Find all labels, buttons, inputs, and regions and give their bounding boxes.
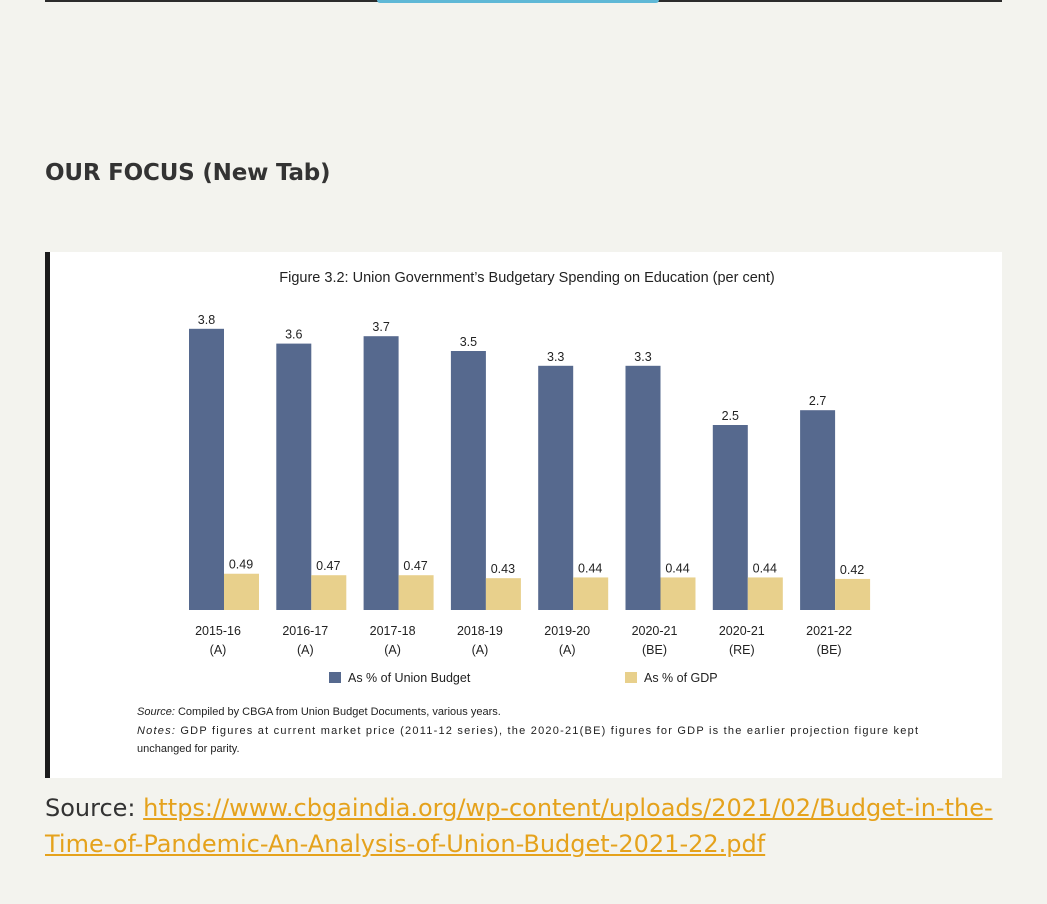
bar-gdp-5 — [660, 577, 696, 610]
source-note-label: Source: — [137, 706, 175, 718]
x-tick-label-5: 2020-21 — [632, 624, 678, 638]
notes-label: Notes: — [137, 725, 175, 737]
bars-group: 3.8 0.49 2015-16 (A) 3.6 0.47 2016-17 (A) 3.7 0.4… — [189, 313, 871, 657]
data-label-gdp-5: 0.44 — [665, 561, 689, 575]
data-label-gdp-1: 0.47 — [316, 559, 340, 573]
x-tick-label-2: 2017-18 — [370, 624, 416, 638]
figure-notes-line-2: unchanged for parity. — [137, 743, 240, 755]
bar-gdp-0 — [224, 573, 259, 610]
bar-gdp-3 — [485, 578, 521, 610]
data-label-budget-7: 2.7 — [809, 394, 826, 408]
bar-budget-2 — [363, 336, 399, 610]
x-tick-sublabel-2: (A) — [384, 643, 401, 657]
chart-legend: As % of Union Budget As % of GDP — [329, 671, 718, 685]
x-tick-sublabel-1: (A) — [297, 643, 314, 657]
data-label-budget-0: 3.8 — [198, 313, 215, 327]
x-tick-sublabel-3: (A) — [472, 643, 489, 657]
x-tick-label-1: 2016-17 — [282, 624, 328, 638]
section-heading: OUR FOCUS (New Tab) — [45, 160, 331, 186]
source-note-text: Compiled by CBGA from Union Budget Docum… — [175, 706, 501, 718]
divider-highlight — [377, 0, 659, 3]
top-divider — [45, 0, 1002, 3]
bar-budget-4 — [538, 365, 574, 610]
data-label-budget-4: 3.3 — [547, 350, 564, 364]
legend-label-1: As % of GDP — [644, 671, 718, 685]
x-tick-label-7: 2021-22 — [806, 624, 852, 638]
figure-left-border — [45, 252, 50, 778]
legend-swatch-1 — [625, 672, 637, 683]
bar-budget-1 — [276, 343, 312, 610]
education-spending-chart: Figure 3.2: Union Government’s Budgetary… — [137, 270, 918, 755]
x-tick-sublabel-5: (BE) — [642, 643, 667, 657]
data-label-budget-6: 2.5 — [722, 409, 739, 423]
figure-source-note: Source: Compiled by CBGA from Union Budg… — [137, 706, 501, 718]
source-citation: Source: https://www.cbgaindia.org/wp-con… — [45, 790, 1005, 862]
notes-line-1: GDP figures at current market price (201… — [176, 725, 918, 737]
bar-budget-0 — [189, 328, 224, 610]
bar-budget-3 — [450, 351, 486, 610]
data-label-budget-2: 3.7 — [372, 320, 389, 334]
data-label-gdp-6: 0.44 — [753, 561, 777, 575]
data-label-gdp-2: 0.47 — [403, 559, 427, 573]
data-label-gdp-0: 0.49 — [229, 558, 253, 572]
bar-gdp-6 — [747, 577, 783, 610]
bar-gdp-2 — [398, 575, 434, 610]
bar-budget-7 — [800, 410, 836, 610]
data-label-gdp-3: 0.43 — [491, 562, 515, 576]
chart-title: Figure 3.2: Union Government’s Budgetary… — [279, 270, 774, 286]
x-tick-label-3: 2018-19 — [457, 624, 503, 638]
bar-budget-6 — [712, 425, 748, 610]
x-tick-sublabel-6: (RE) — [729, 643, 755, 657]
bar-gdp-4 — [573, 577, 609, 610]
bar-gdp-1 — [311, 575, 347, 610]
x-tick-label-6: 2020-21 — [719, 624, 765, 638]
source-label: Source: — [45, 794, 144, 822]
data-label-budget-1: 3.6 — [285, 328, 302, 342]
source-link[interactable]: https://www.cbgaindia.org/wp-content/upl… — [45, 794, 993, 858]
data-label-gdp-7: 0.42 — [840, 563, 864, 577]
data-label-gdp-4: 0.44 — [578, 561, 602, 575]
data-label-budget-3: 3.5 — [460, 335, 477, 349]
x-tick-sublabel-7: (BE) — [817, 643, 842, 657]
figure-notes: Notes: GDP figures at current market pri… — [137, 725, 918, 737]
legend-swatch-0 — [329, 672, 341, 683]
x-tick-sublabel-0: (A) — [210, 643, 227, 657]
bar-budget-5 — [625, 365, 661, 610]
x-tick-label-0: 2015-16 — [195, 624, 241, 638]
data-label-budget-5: 3.3 — [634, 350, 651, 364]
bar-gdp-7 — [835, 578, 871, 610]
figure-image: Figure 3.2: Union Government’s Budgetary… — [45, 252, 1002, 778]
legend-label-0: As % of Union Budget — [348, 671, 471, 685]
x-tick-sublabel-4: (A) — [559, 643, 576, 657]
x-tick-label-4: 2019-20 — [544, 624, 590, 638]
